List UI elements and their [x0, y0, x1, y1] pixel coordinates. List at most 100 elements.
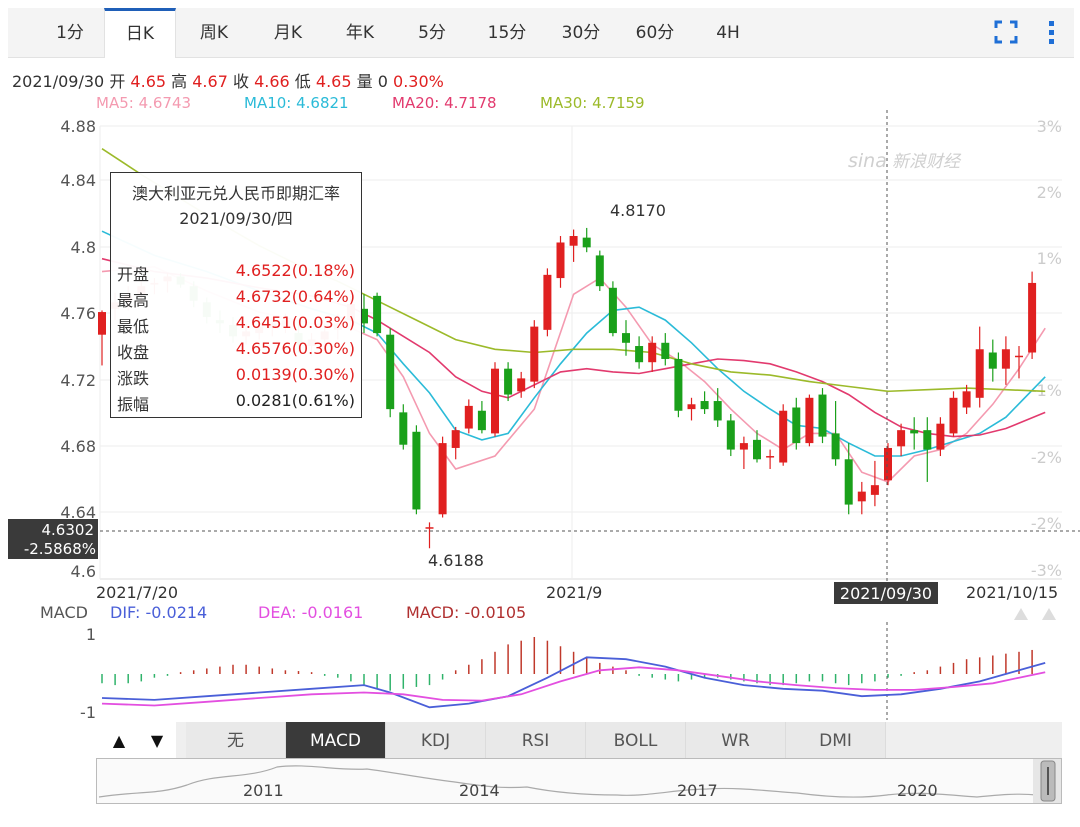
- candle-body: [373, 295, 382, 334]
- macd-y-label: -1: [80, 703, 96, 722]
- crosshair-date-label-bg: [834, 582, 938, 604]
- candle-body: [857, 491, 866, 502]
- y-tick-label: 4.72: [60, 371, 96, 390]
- candle: [857, 481, 866, 515]
- info-volume-label: 量: [356, 72, 373, 91]
- candle: [425, 522, 434, 549]
- info-volume: 0: [377, 72, 388, 91]
- candle-body: [582, 237, 591, 248]
- candle: [753, 430, 761, 463]
- tooltip-row-open: 开盘 4.6522(0.18%): [117, 261, 357, 287]
- candle-body: [491, 368, 499, 434]
- ma5-legend: MA5: 4.6743: [96, 94, 192, 112]
- candle-body: [870, 485, 879, 495]
- pct-axis: 3% 2% 1% -1% -2% -2% -3%: [1031, 117, 1062, 580]
- tooltip-date: 2021/09/30/四: [179, 209, 293, 228]
- y-tick-label: 4.76: [60, 304, 96, 323]
- candle: [386, 328, 395, 418]
- candle: [870, 460, 879, 507]
- y-tick-label: 4.68: [60, 437, 96, 456]
- candle-body: [739, 443, 748, 450]
- indicator-tab-macd[interactable]: MACD: [286, 722, 386, 760]
- tab-1min[interactable]: 1分: [56, 23, 84, 43]
- tab-yearly-k[interactable]: 年K: [345, 23, 375, 43]
- navigator-year-label: 2017: [677, 781, 718, 800]
- indicator-tab-dmi[interactable]: DMI: [786, 722, 886, 760]
- time-range-navigator[interactable]: 2011 2014 2017 2020: [96, 758, 1062, 804]
- crosshair-price-label-bg: [8, 519, 98, 559]
- scroll-up-button[interactable]: ▲: [100, 722, 138, 760]
- candle-body: [713, 401, 722, 421]
- tooltip-row-close: 收盘 4.6576(0.30%): [117, 339, 357, 365]
- candle: [373, 292, 382, 337]
- tooltip-value: 4.6576(0.30%): [235, 339, 355, 358]
- macd-chart[interactable]: MACD DIF: -0.0214 DEA: -0.0161 MACD: -0.…: [0, 598, 1080, 724]
- candle: [687, 397, 696, 421]
- candle-body: [988, 352, 997, 369]
- indicator-tab-kdj[interactable]: KDJ: [386, 722, 486, 760]
- candle: [595, 250, 604, 292]
- info-open-label: 开: [109, 72, 126, 91]
- info-close: 4.66: [254, 72, 290, 91]
- candle-body: [753, 439, 761, 460]
- tab-daily-k[interactable]: 日K: [104, 8, 176, 58]
- navigator-overview-line: [98, 759, 1061, 803]
- candle: [923, 417, 932, 482]
- indicator-tab-boll[interactable]: BOLL: [586, 722, 686, 760]
- tooltip-value: 0.0281(0.61%): [235, 391, 355, 410]
- candlestick-chart[interactable]: sina 新浪财经 4.88 4.84 4.8 4.76 4.72 4.68 4…: [0, 110, 1080, 610]
- indicator-tab-bar: ▲ ▼ 无 MACD KDJ RSI BOLL WR DMI: [100, 722, 1062, 760]
- indicator-tab-rsi[interactable]: RSI: [486, 722, 586, 760]
- candle: [1001, 336, 1010, 385]
- period-tab-bar: 1分 日K 周K 月K 年K 5分 15分 30分 60分 4H: [8, 8, 1074, 58]
- dea-line: [101, 666, 1046, 707]
- candle-body: [910, 430, 919, 434]
- candle: [438, 436, 447, 518]
- candle-body: [818, 394, 827, 437]
- tab-weekly-k[interactable]: 周K: [199, 23, 229, 43]
- more-vertical-icon[interactable]: [1038, 18, 1066, 46]
- tab-4h[interactable]: 4H: [716, 23, 740, 43]
- macd-dea-legend: DEA: -0.0161: [258, 603, 363, 622]
- indicator-tab-wr[interactable]: WR: [686, 722, 786, 760]
- y-tick-label: 4.8: [71, 238, 96, 257]
- macd-dif-legend: DIF: -0.0214: [110, 603, 207, 622]
- candle-body: [962, 391, 971, 408]
- fullscreen-icon[interactable]: [992, 18, 1020, 46]
- candle-body: [1015, 355, 1023, 358]
- tab-30min[interactable]: 30分: [561, 23, 601, 43]
- candle-body: [792, 407, 801, 444]
- ma20-legend: MA20: 4.7178: [392, 94, 497, 112]
- tab-15min[interactable]: 15分: [487, 23, 527, 43]
- tab-60min[interactable]: 60分: [635, 23, 675, 43]
- tooltip-label: 开盘: [117, 265, 150, 284]
- candle: [661, 333, 670, 366]
- candle: [504, 362, 513, 402]
- candle-body: [556, 242, 565, 279]
- candle-body: [936, 423, 945, 450]
- ohlc-info-line: 2021/09/30 开 4.65 高 4.67 收 4.66 低 4.65 量…: [12, 68, 444, 92]
- candle-body: [779, 410, 788, 463]
- scroll-down-button[interactable]: ▼: [138, 722, 176, 760]
- candle-body: [648, 342, 657, 363]
- y-tick-label: 4.64: [60, 503, 96, 522]
- candle-body: [504, 368, 513, 395]
- candle-body: [949, 397, 958, 434]
- candle-body: [569, 236, 578, 246]
- candle: [608, 281, 617, 337]
- dif-line: [101, 656, 1046, 709]
- candle: [949, 391, 958, 437]
- candle: [910, 417, 919, 450]
- ohlc-tooltip: 澳大利亚元兑人民币即期汇率 2021/09/30/四 开盘 4.6522(0.1…: [110, 172, 362, 418]
- scroll-up-hint-icon: [1042, 608, 1056, 620]
- indicator-tab-none[interactable]: 无: [186, 722, 286, 760]
- candle: [962, 384, 971, 414]
- candle-body: [399, 412, 408, 445]
- candle: [1028, 271, 1037, 359]
- candle: [884, 443, 892, 486]
- candle-body: [766, 456, 775, 458]
- tab-monthly-k[interactable]: 月K: [273, 23, 303, 43]
- candle: [491, 362, 499, 437]
- pct-tick-label: -1%: [1031, 381, 1062, 400]
- tab-5min[interactable]: 5分: [418, 23, 446, 43]
